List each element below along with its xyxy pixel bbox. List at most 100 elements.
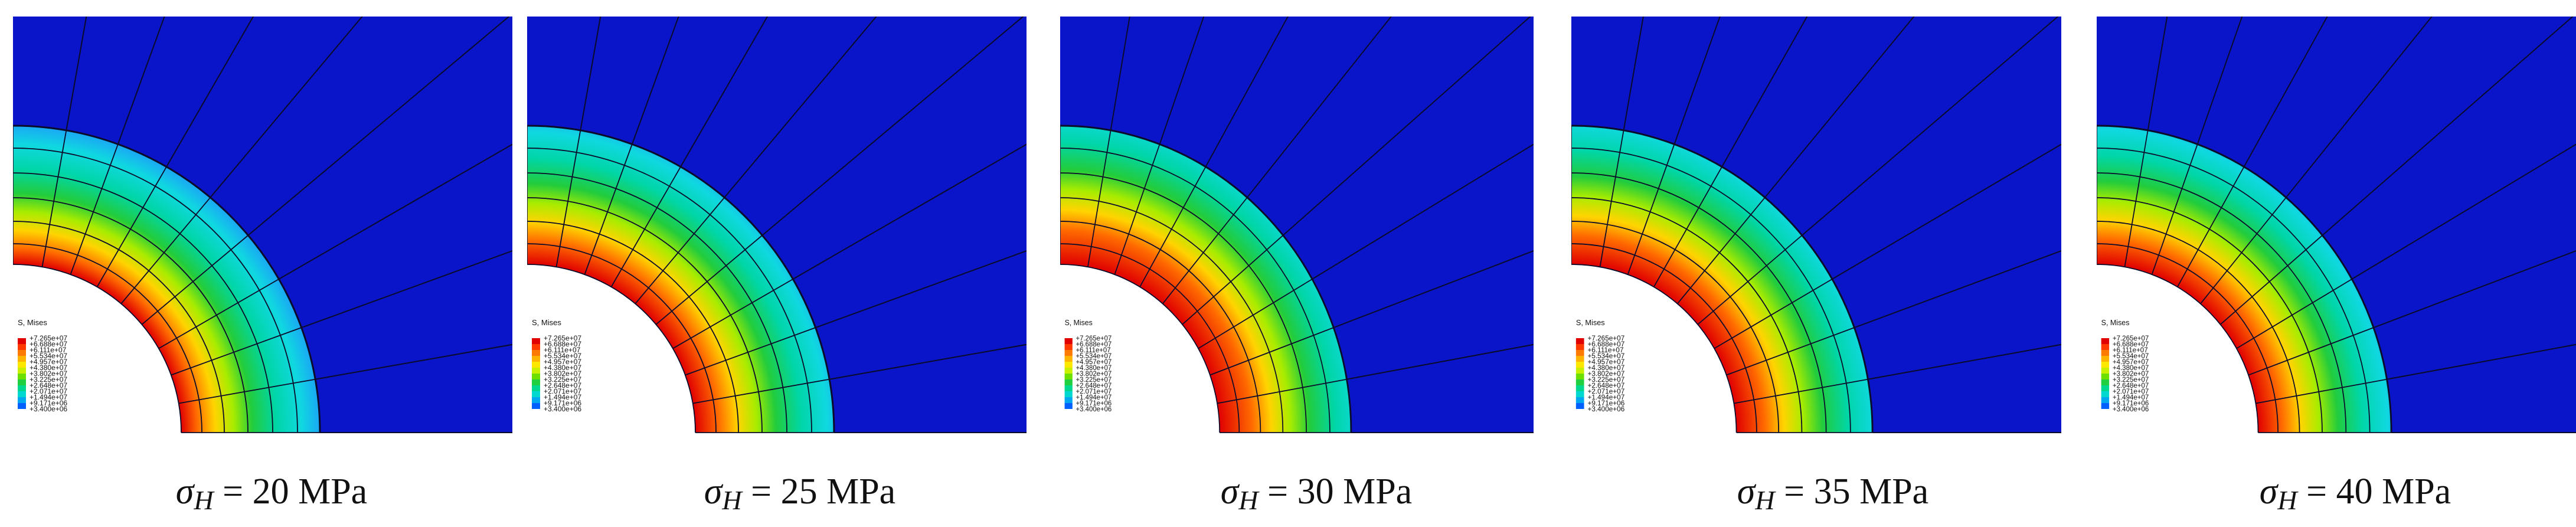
legend-value: +4.957e+07 bbox=[2113, 358, 2149, 366]
legend-value: +3.802e+07 bbox=[2113, 370, 2149, 378]
mesh-radial-outer bbox=[1247, 17, 1392, 198]
legend-value: +4.957e+07 bbox=[1587, 358, 1624, 366]
mesh-radial-outer bbox=[2196, 17, 2243, 145]
mesh-radial-inner bbox=[1182, 235, 1284, 325]
legend-swatch bbox=[18, 403, 26, 409]
legend-value: +2.071e+07 bbox=[30, 387, 67, 395]
legend-value: +5.534e+07 bbox=[30, 352, 67, 360]
legend-swatch bbox=[1575, 344, 1584, 350]
mesh-radial-outer bbox=[724, 17, 877, 198]
mesh-radial-inner bbox=[555, 130, 581, 267]
legend-swatch bbox=[1064, 391, 1073, 397]
mesh-ring bbox=[527, 172, 787, 433]
contour-panel-5: S, Mises +7.265e+07 +6.688e+07 +6.111e+07 +5… bbox=[2097, 17, 2576, 439]
mesh-radial-inner bbox=[672, 279, 793, 349]
mesh-radial-inner bbox=[120, 197, 211, 305]
mesh-radial-inner bbox=[141, 235, 249, 325]
refined-zone bbox=[1571, 126, 1873, 433]
contour-plot: S, Mises +7.265e+07+6.688e+07+6.111e+07+5… bbox=[1060, 17, 1534, 439]
legend-swatch bbox=[18, 350, 26, 356]
legend-swatch bbox=[18, 362, 26, 368]
refined-zone bbox=[1060, 126, 1351, 433]
mesh-radial-outer bbox=[1333, 250, 1534, 329]
legend-title: S, Mises bbox=[1065, 319, 1093, 327]
contour-panel-4: S, Mises +7.265e+07 +6.688e+07 +6.111e+07 +5… bbox=[1571, 17, 2061, 439]
mesh-ring bbox=[13, 172, 273, 433]
mesh-radial-inner bbox=[1114, 144, 1160, 275]
mesh-ring bbox=[1571, 125, 1874, 433]
mesh-radial-outer bbox=[1346, 343, 1534, 380]
legend-value: +6.688e+07 bbox=[1076, 341, 1112, 348]
mesh-radial-inner bbox=[635, 197, 725, 305]
caption-unit: MPa bbox=[1850, 472, 1929, 512]
mesh-ring bbox=[527, 148, 812, 433]
borehole bbox=[13, 264, 181, 433]
contour-plot: S, Mises +7.265e+07+6.688e+07+6.111e+07+5… bbox=[2097, 17, 2576, 439]
legend-swatch bbox=[1064, 374, 1073, 379]
legend-swatch bbox=[18, 344, 26, 350]
mesh-radial-outer bbox=[631, 17, 679, 145]
mesh-radial-outer bbox=[1802, 17, 2059, 236]
mesh-radial-inner bbox=[96, 166, 167, 287]
contour-plot: S, Mises +7.265e+07+6.688e+07+6.111e+07+5… bbox=[1571, 17, 2061, 439]
legend-swatch bbox=[1064, 362, 1073, 368]
mesh-radial-inner bbox=[70, 144, 119, 275]
legend-swatch bbox=[1064, 350, 1073, 356]
mesh-ring bbox=[2097, 125, 2392, 433]
legend-swatch bbox=[18, 397, 26, 403]
legend-swatch bbox=[2101, 391, 2110, 397]
legend-swatch bbox=[1064, 344, 1073, 350]
legend-value: +6.688e+07 bbox=[544, 340, 581, 348]
caption-sub: H bbox=[1755, 485, 1775, 515]
borehole bbox=[1571, 264, 1737, 433]
legend-value: +4.957e+07 bbox=[30, 358, 67, 366]
legend-value: +1.494e+07 bbox=[1076, 394, 1112, 401]
legend-value: +7.265e+07 bbox=[1587, 334, 1624, 342]
legend-swatch bbox=[532, 379, 540, 385]
legend-value: +6.111e+07 bbox=[2113, 346, 2148, 354]
legend-value: +6.688e+07 bbox=[2113, 341, 2149, 348]
legend-value: +3.225e+07 bbox=[544, 375, 581, 384]
caption-sub: H bbox=[194, 485, 214, 515]
legend-value: +2.071e+07 bbox=[2113, 388, 2149, 395]
mesh-radial-inner bbox=[692, 378, 830, 404]
legend-value: +3.802e+07 bbox=[1587, 369, 1624, 378]
mesh-ring bbox=[13, 221, 225, 433]
mesh-ring bbox=[1060, 125, 1352, 433]
legend-value: +6.111e+07 bbox=[30, 346, 67, 354]
legend-value: +3.400e+06 bbox=[1587, 405, 1624, 413]
mesh-radial-outer bbox=[1110, 17, 1130, 131]
caption-sigma: σ bbox=[704, 472, 723, 512]
legend-value: +4.380e+07 bbox=[30, 364, 67, 372]
legend-title: S, Mises bbox=[2101, 318, 2130, 327]
mesh-radial-outer bbox=[2286, 17, 2433, 198]
legend-swatch bbox=[2101, 379, 2110, 385]
mesh-radial-outer bbox=[210, 17, 363, 198]
legend-swatch bbox=[1064, 403, 1073, 409]
legend-value: +9.171e+06 bbox=[30, 399, 67, 407]
legend-swatch bbox=[1575, 397, 1584, 403]
legend-value: +2.071e+07 bbox=[544, 387, 581, 395]
mesh-radial-outer bbox=[247, 17, 510, 236]
legend-swatch bbox=[2101, 350, 2110, 356]
mesh-ring bbox=[13, 148, 298, 433]
mesh-ring bbox=[527, 243, 717, 433]
mesh-radial-inner bbox=[1087, 130, 1112, 267]
legend-value: +3.400e+06 bbox=[30, 405, 67, 413]
mesh-ring bbox=[1571, 172, 1827, 433]
legend-value: +3.802e+07 bbox=[30, 369, 67, 378]
mesh-radial-inner bbox=[1139, 166, 1207, 287]
mesh-radial-inner bbox=[610, 166, 681, 287]
stress-legend: S, Mises +7.265e+07+6.688e+07+6.111e+07+5… bbox=[2101, 318, 2149, 413]
legend-swatch bbox=[1575, 350, 1584, 356]
legend-value: +7.265e+07 bbox=[544, 334, 581, 342]
mesh-ring bbox=[1060, 264, 1221, 433]
legend-swatch bbox=[18, 368, 26, 374]
borehole bbox=[527, 264, 695, 433]
mesh-radial-inner bbox=[1697, 235, 1803, 325]
caption-sub: H bbox=[1238, 485, 1258, 515]
mesh-radial-outer bbox=[2322, 17, 2574, 236]
mesh-radial-outer bbox=[1283, 17, 1531, 236]
caption-value: 30 bbox=[1297, 472, 1334, 512]
legend-swatch bbox=[532, 350, 540, 356]
